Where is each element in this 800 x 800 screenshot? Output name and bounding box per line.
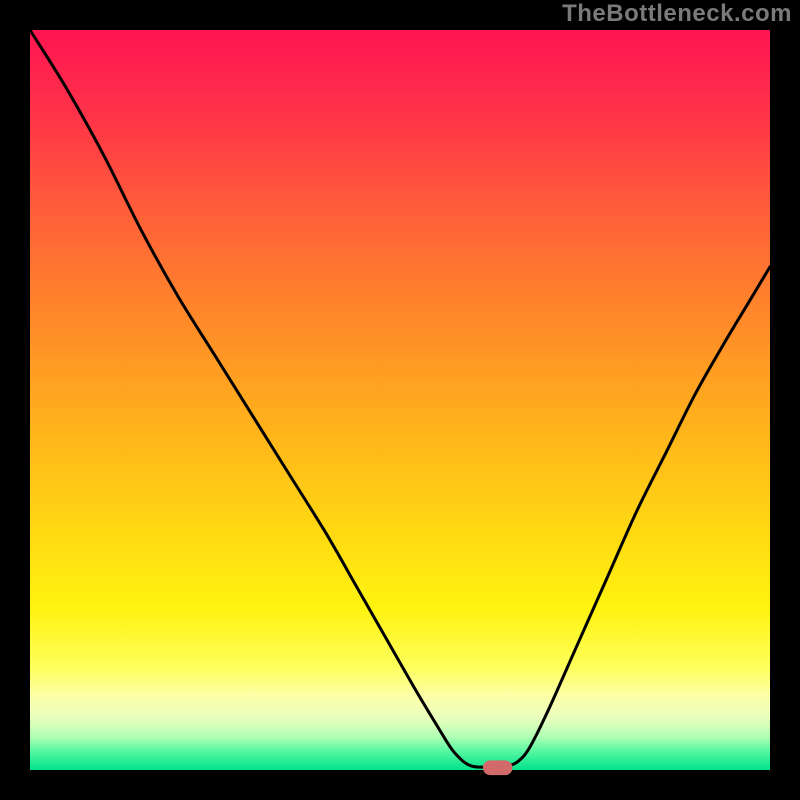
watermark-text: TheBottleneck.com [562, 0, 792, 28]
minimum-marker [483, 760, 513, 775]
chart-container: TheBottleneck.com [0, 0, 800, 800]
bottleneck-chart [0, 0, 800, 800]
plot-background [30, 30, 770, 770]
